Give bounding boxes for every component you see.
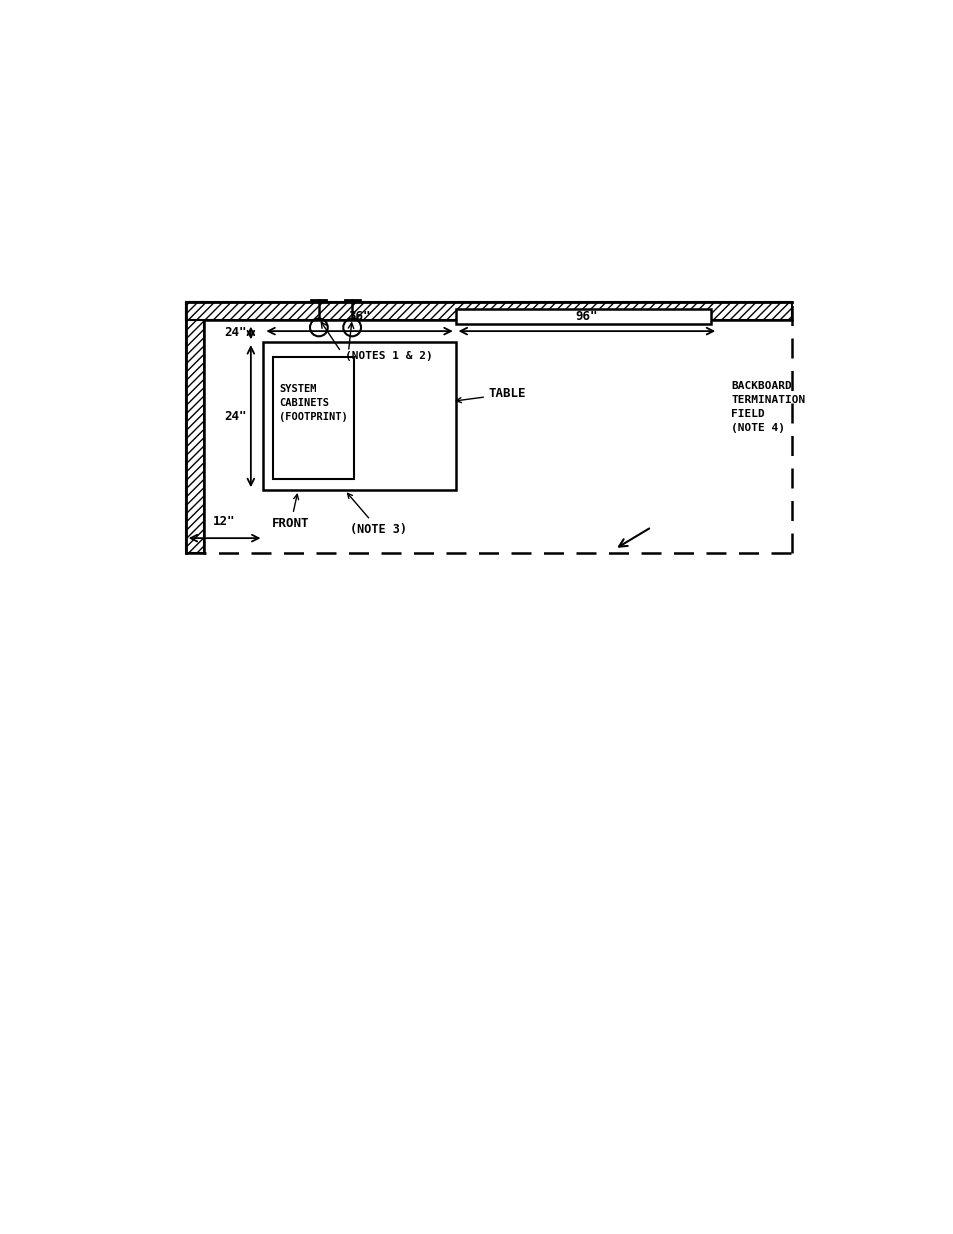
Text: TABLE: TABLE xyxy=(456,387,526,402)
Text: 24": 24" xyxy=(224,410,247,423)
Text: FRONT: FRONT xyxy=(272,495,309,529)
Text: BACKBOARD
TERMINATION
FIELD
(NOTE 4): BACKBOARD TERMINATION FIELD (NOTE 4) xyxy=(731,381,805,433)
Text: SYSTEM
CABINETS
(FOOTPRINT): SYSTEM CABINETS (FOOTPRINT) xyxy=(278,384,347,422)
Bar xyxy=(186,301,204,553)
Text: 36": 36" xyxy=(348,310,371,323)
Text: (NOTE 3): (NOTE 3) xyxy=(347,494,407,536)
Bar xyxy=(456,308,710,323)
Text: 12": 12" xyxy=(213,516,235,528)
Text: (NOTES 1 & 2): (NOTES 1 & 2) xyxy=(344,350,432,360)
Bar xyxy=(263,342,456,490)
Bar xyxy=(186,301,791,320)
Bar xyxy=(273,357,354,479)
Text: 96": 96" xyxy=(575,310,598,323)
Text: 24": 24" xyxy=(224,327,247,339)
